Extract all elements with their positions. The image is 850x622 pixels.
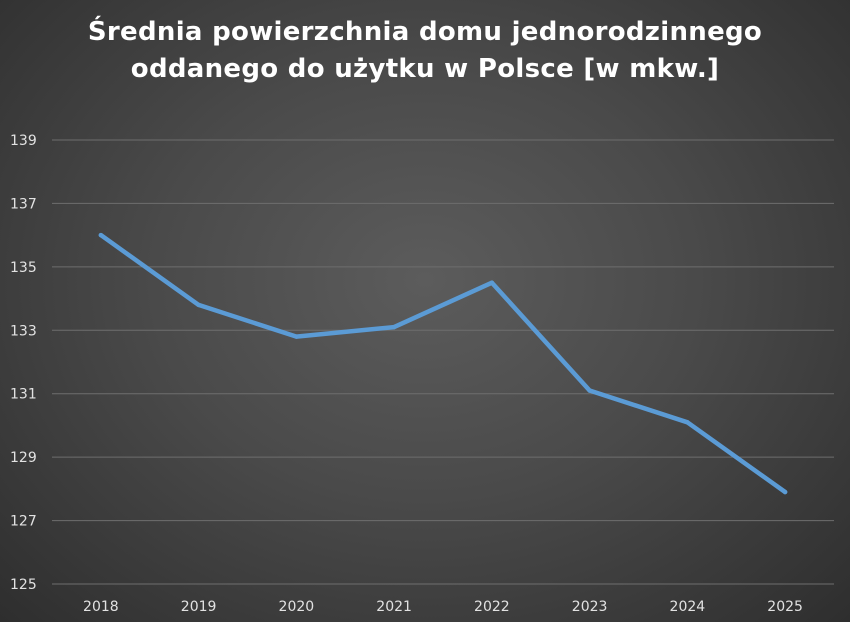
- y-tick-label-129: 129: [10, 450, 37, 466]
- y-tick-label-125: 125: [10, 577, 37, 593]
- x-tick-label-2025: 2025: [767, 599, 803, 615]
- y-tick-label-137: 137: [10, 196, 37, 212]
- x-tick-label-2018: 2018: [83, 599, 119, 615]
- data-point-2022: [489, 280, 495, 285]
- x-tick-label-2020: 2020: [279, 599, 315, 615]
- x-tick-label-2019: 2019: [181, 599, 217, 615]
- y-tick-label-131: 131: [10, 387, 37, 403]
- series-line: [98, 232, 788, 495]
- chart-title: Średnia powierzchnia domu jednorodzinneg…: [0, 14, 850, 88]
- x-tick-label-2021: 2021: [376, 599, 412, 615]
- data-point-2020: [294, 334, 299, 339]
- data-point-2019: [196, 302, 201, 308]
- y-tick-label-139: 139: [10, 133, 37, 149]
- data-point-2023: [587, 388, 592, 393]
- y-tick-label-135: 135: [10, 260, 37, 276]
- chart-title-line-1: Średnia powierzchnia domu jednorodzinneg…: [87, 17, 763, 47]
- data-point-2018: [98, 232, 104, 238]
- chart-title-line-2: oddanego do użytku w Polsce [w mkw.]: [130, 54, 720, 84]
- x-tick-label-2022: 2022: [474, 599, 510, 615]
- data-point-2021: [391, 324, 397, 330]
- data-point-2025: [782, 489, 788, 495]
- y-tick-label-133: 133: [10, 323, 37, 339]
- x-tick-label-2023: 2023: [572, 599, 608, 615]
- x-tick-label-2024: 2024: [670, 599, 706, 615]
- y-tick-label-127: 127: [10, 514, 37, 530]
- data-point-2024: [685, 420, 690, 425]
